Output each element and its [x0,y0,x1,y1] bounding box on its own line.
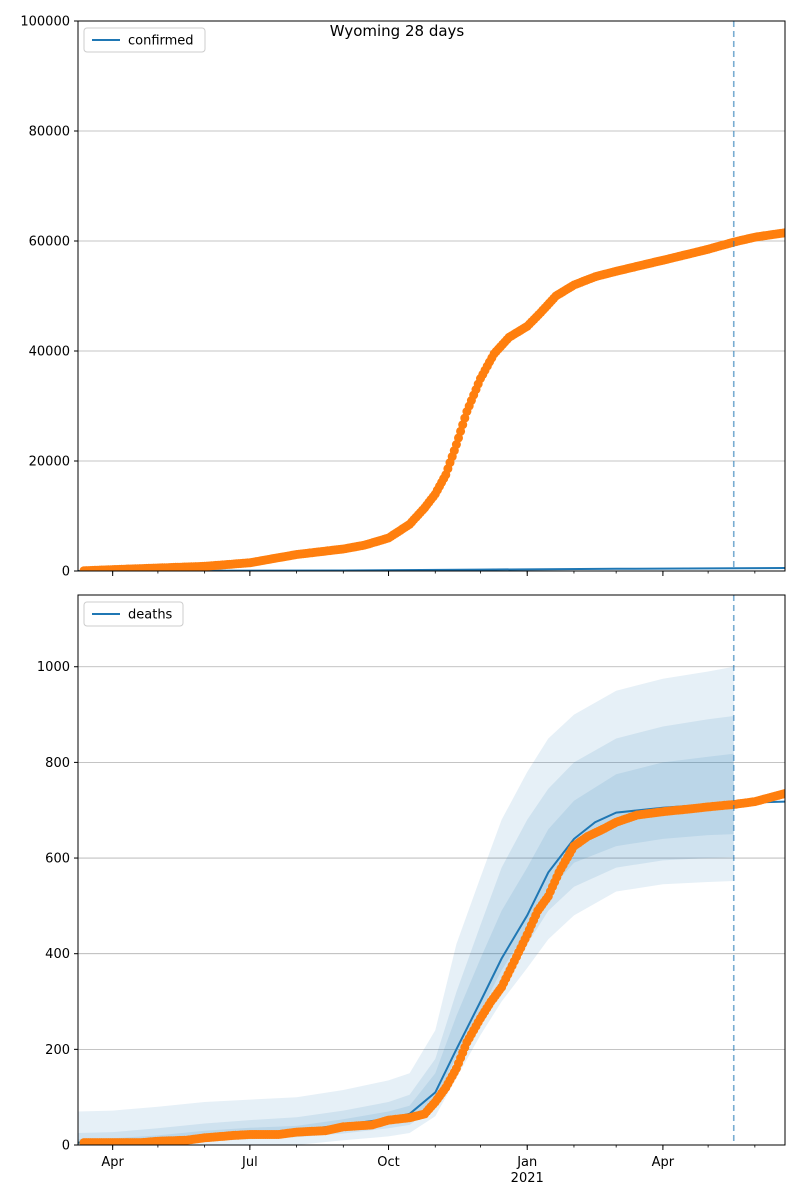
confirmed-ytick-label-1: 20000 [29,455,70,470]
deaths-xtick-label-3: Jan [516,1155,537,1170]
confirmed-ytick-label-4: 80000 [29,125,70,140]
confirmed-panel: 0 20000 40000 60000 80000 100000 confirmed [20,15,786,580]
deaths-ytick-label-0: 0 [62,1139,70,1154]
deaths-observed-point-314 [780,788,785,798]
deaths-xtick-label-4: Apr [652,1155,675,1170]
deaths-xtick-label-1: Jul [241,1155,258,1170]
deaths-legend-label: deaths [128,608,173,623]
deaths-ytick-label-1: 200 [45,1043,70,1058]
deaths-band-1 [78,716,734,1145]
deaths-xtick-sublabel-3: 2021 [511,1171,544,1186]
confirmed-ytick-label-2: 40000 [29,345,70,360]
confirmed-ytick-label-5: 100000 [20,15,70,30]
confirmed-legend-label: confirmed [128,34,194,49]
confirmed-ytick-label-3: 60000 [29,235,70,250]
confirmed-ytick-label-0: 0 [62,565,70,580]
confirmed-observed-series [79,228,785,571]
confirmed-legend-box [83,27,206,53]
deaths-observed-series [79,788,785,1145]
deaths-xtick-label-0: Apr [101,1155,124,1170]
deaths-band-0 [78,666,734,1145]
deaths-legend-box [83,601,184,627]
deaths-xtick-label-2: Oct [377,1155,399,1170]
deaths-axes-frame [77,594,786,1146]
deaths-ytick-label-5: 1000 [37,660,70,675]
confirmed-axes-frame [77,20,786,572]
confirmed-observed-point-312 [780,228,785,238]
chart-title: Wyoming 28 days [330,22,465,40]
deaths-ytick-label-3: 600 [45,852,70,867]
deaths-ytick-label-2: 400 [45,947,70,962]
deaths-ytick-label-4: 800 [45,756,70,771]
